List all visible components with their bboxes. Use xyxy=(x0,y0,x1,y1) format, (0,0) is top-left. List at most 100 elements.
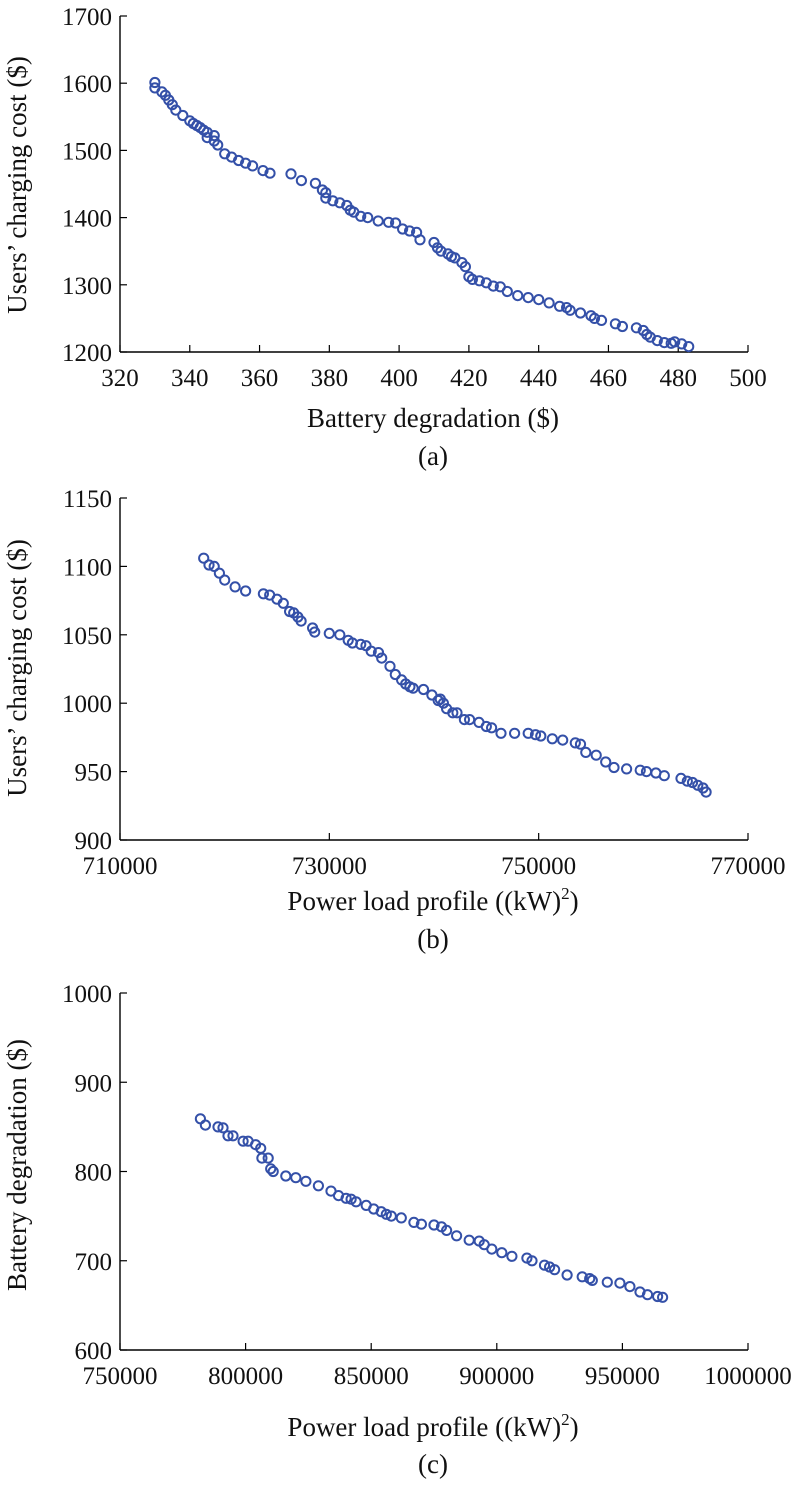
panel-label: (a) xyxy=(418,441,448,471)
data-point xyxy=(208,130,220,142)
data-point xyxy=(616,320,629,333)
data-point xyxy=(309,626,321,638)
data-point xyxy=(526,1255,538,1267)
x-tick-label: 770000 xyxy=(711,853,786,880)
data-point xyxy=(257,165,269,177)
x-tick-label: 800000 xyxy=(208,1363,283,1390)
x-tick-label: 730000 xyxy=(292,853,367,880)
data-point xyxy=(170,104,182,116)
data-point xyxy=(334,197,346,209)
data-point xyxy=(609,318,622,330)
data-point xyxy=(295,615,307,627)
data-point xyxy=(285,168,297,180)
data-point xyxy=(208,560,220,573)
y-tick-label: 1000 xyxy=(62,981,112,1008)
panel-label: (c) xyxy=(418,1449,448,1479)
x-tick-label: 900000 xyxy=(459,1363,534,1390)
data-point xyxy=(380,1208,392,1220)
y-tick-label: 1200 xyxy=(62,340,112,367)
data-point xyxy=(463,1234,475,1246)
data-point xyxy=(496,1247,508,1259)
data-point xyxy=(350,1196,362,1208)
y-tick-label: 800 xyxy=(75,1160,113,1187)
data-point xyxy=(194,1113,206,1125)
y-tick-label: 1000 xyxy=(62,691,112,718)
data-point xyxy=(621,763,633,775)
data-point xyxy=(546,733,558,745)
x-tick-label: 750000 xyxy=(501,853,576,880)
data-point xyxy=(561,1269,573,1281)
data-point xyxy=(640,766,653,778)
data-point xyxy=(404,225,416,237)
data-point xyxy=(669,336,681,348)
chart-panel-a: Users’ charging cost ($) Battery degrada… xyxy=(2,4,767,471)
x-tick-label: 360 xyxy=(241,365,279,392)
data-point xyxy=(437,697,449,709)
data-point xyxy=(385,1210,397,1222)
data-point xyxy=(435,245,447,257)
data-point xyxy=(459,261,471,273)
y-tick-label: 1600 xyxy=(62,71,112,98)
data-point xyxy=(213,567,225,579)
x-tick-label: 340 xyxy=(171,365,209,392)
data-point xyxy=(312,1180,324,1192)
data-point xyxy=(389,668,401,681)
data-point xyxy=(652,1290,664,1303)
data-point xyxy=(700,786,712,798)
data-point xyxy=(240,585,252,597)
data-point xyxy=(529,729,542,741)
x-axis-title-main: Power load profile ((kW) xyxy=(287,1412,561,1442)
data-point xyxy=(506,1250,518,1262)
data-point xyxy=(634,764,646,776)
data-point xyxy=(390,217,402,229)
y-tick-label: 950 xyxy=(75,760,113,787)
data-point xyxy=(564,304,576,316)
data-point xyxy=(501,285,513,298)
data-point xyxy=(549,1264,561,1276)
data-point xyxy=(334,629,346,641)
data-point xyxy=(624,1281,636,1293)
data-point xyxy=(415,1218,427,1230)
data-point xyxy=(280,1170,292,1182)
data-point xyxy=(522,727,534,739)
data-point xyxy=(203,559,215,571)
x-axis-title-superscript: 2 xyxy=(561,1410,570,1429)
x-axis-title-main: Power load profile ((kW) xyxy=(287,886,561,916)
y-tick-label: 1700 xyxy=(62,4,112,31)
data-point xyxy=(233,154,245,167)
data-point xyxy=(569,737,581,749)
x-tick-label: 500 xyxy=(729,365,767,392)
data-point xyxy=(264,167,276,179)
data-point xyxy=(217,1122,229,1134)
x-axis-title-superscript: 2 xyxy=(561,884,570,903)
data-point xyxy=(355,638,367,651)
y-tick-label: 900 xyxy=(75,1070,113,1097)
x-tick-label: 850000 xyxy=(334,1363,409,1390)
data-point xyxy=(320,187,332,199)
data-point xyxy=(237,1135,249,1147)
data-point xyxy=(495,727,507,739)
data-point xyxy=(256,1152,268,1164)
data-point xyxy=(683,341,695,353)
data-point xyxy=(487,280,499,292)
data-point xyxy=(247,160,259,172)
x-tick-label: 420 xyxy=(450,365,488,392)
data-point xyxy=(340,1192,352,1204)
data-point xyxy=(651,335,663,347)
data-point xyxy=(198,552,210,564)
data-point xyxy=(257,588,269,600)
data-point xyxy=(538,1259,551,1271)
data-point xyxy=(262,1152,274,1164)
data-point xyxy=(576,1271,588,1283)
data-point xyxy=(240,157,252,169)
x-axis-title-tail: ) xyxy=(570,886,579,916)
data-point xyxy=(473,275,485,287)
data-point xyxy=(327,195,339,207)
x-tick-label: 460 xyxy=(590,365,628,392)
data-point xyxy=(657,1291,669,1303)
data-point xyxy=(480,720,492,733)
data-point xyxy=(212,139,224,151)
data-point xyxy=(630,322,643,334)
data-point xyxy=(395,1212,407,1224)
